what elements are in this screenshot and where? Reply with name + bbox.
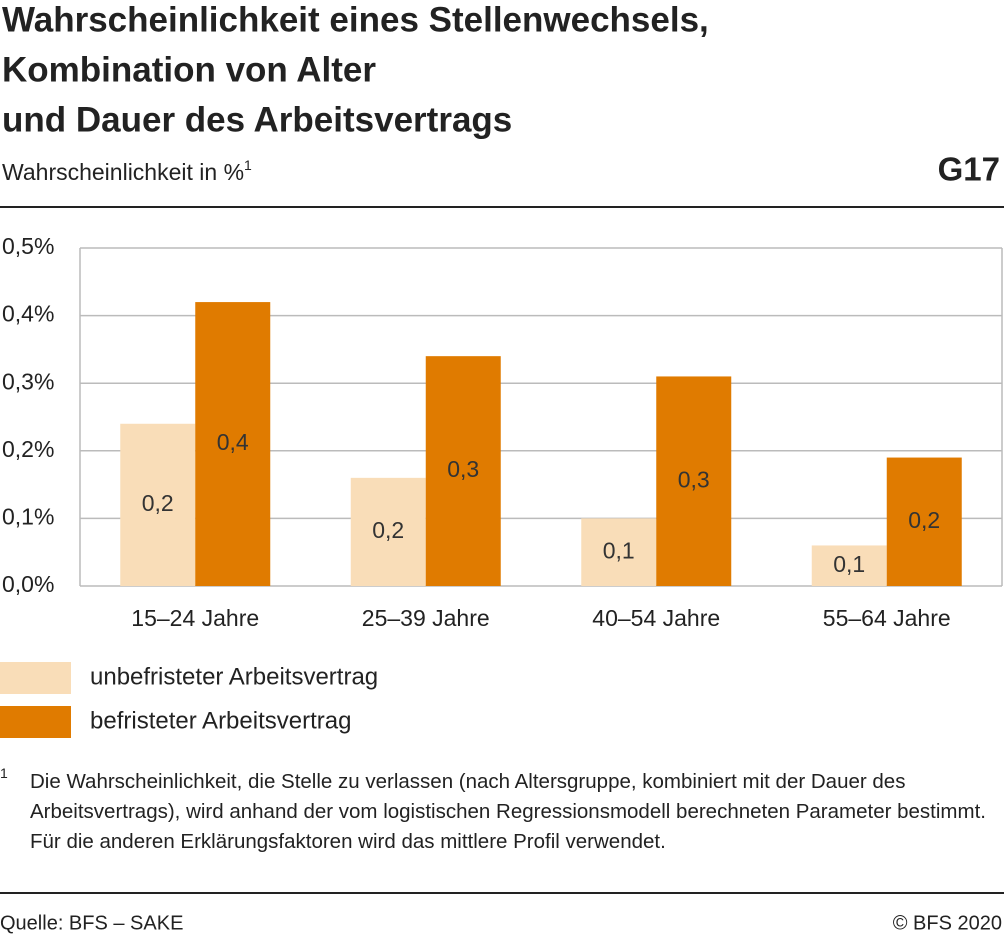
value-label: 0,3: [447, 456, 479, 482]
value-label: 0,2: [372, 517, 404, 543]
value-label: 0,3: [678, 466, 710, 492]
x-tick-label: 55–64 Jahre: [823, 605, 951, 631]
value-label: 0,2: [142, 490, 174, 516]
legend-label: unbefristeter Arbeitsvertrag: [90, 663, 378, 690]
y-tick-label: 0,0%: [2, 571, 54, 597]
bar: [195, 302, 271, 586]
footnote: Die Wahrscheinlichkeit, die Stelle zu ve…: [30, 770, 986, 853]
footnote-mark: 1: [0, 765, 8, 781]
bar: [425, 356, 501, 586]
chart-id: G17: [938, 151, 1000, 188]
value-label: 0,1: [603, 537, 635, 563]
source: Quelle: BFS – SAKE: [0, 912, 183, 934]
legend-swatch: [0, 662, 71, 694]
x-tick-label: 40–54 Jahre: [592, 605, 720, 631]
y-tick-label: 0,5%: [2, 233, 54, 259]
value-label: 0,1: [833, 551, 865, 577]
y-tick-label: 0,3%: [2, 368, 54, 394]
bar: [656, 376, 732, 586]
y-tick-label: 0,2%: [2, 436, 54, 462]
bar: [120, 423, 196, 586]
bar: [811, 545, 887, 586]
y-tick-label: 0,1%: [2, 503, 54, 529]
bar: [581, 518, 657, 586]
copyright: © BFS 2020: [893, 912, 1002, 934]
chart-title: und Dauer des Arbeitsvertrags: [2, 100, 512, 139]
chart-title: Wahrscheinlichkeit eines Stellenwechsels…: [2, 0, 709, 39]
bar: [886, 457, 962, 586]
x-tick-label: 25–39 Jahre: [362, 605, 490, 631]
legend-swatch: [0, 706, 71, 738]
value-label: 0,4: [217, 429, 249, 455]
x-tick-label: 15–24 Jahre: [131, 605, 259, 631]
y-tick-label: 0,4%: [2, 301, 54, 327]
subtitle: Wahrscheinlichkeit in %1: [2, 157, 252, 185]
bar: [350, 477, 426, 586]
subtitle-text: Wahrscheinlichkeit in %: [2, 159, 244, 185]
legend-label: befristeter Arbeitsvertrag: [90, 707, 351, 734]
chart-title: Kombination von Alter: [2, 50, 376, 89]
value-label: 0,2: [908, 507, 940, 533]
footnote-mark: 1: [244, 157, 252, 173]
